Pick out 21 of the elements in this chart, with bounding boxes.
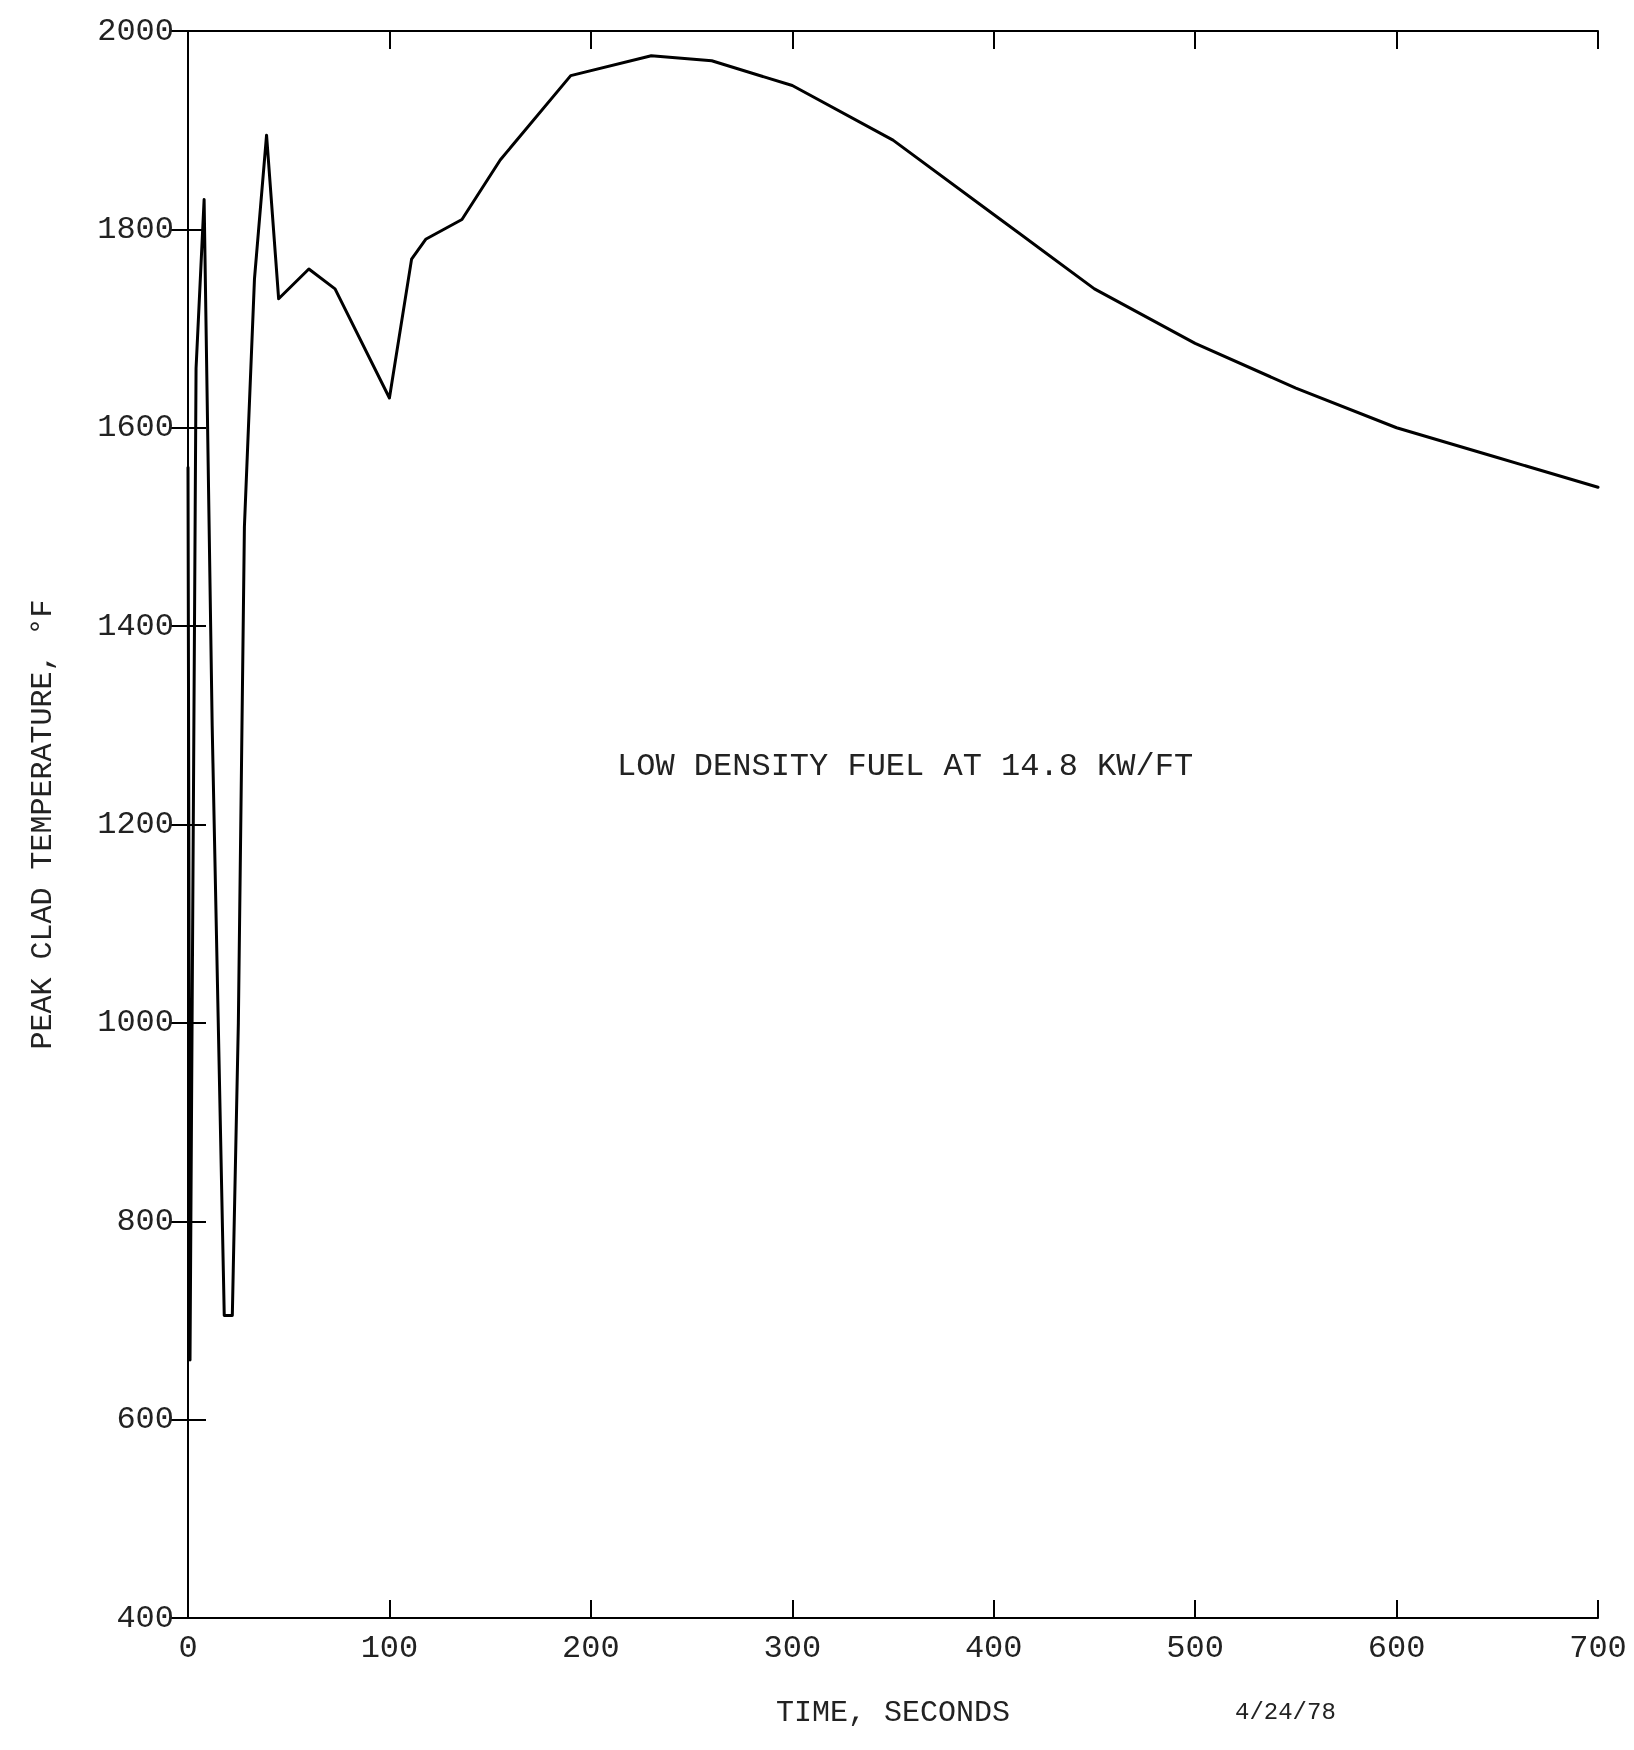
x-axis-title: TIME, SECONDS [775,1696,1011,1730]
annotation: LOW DENSITY FUEL AT 14.8 KW/FT [617,747,1194,785]
x-tick-label: 200 [562,1629,620,1667]
y-tick-label: 800 [116,1202,174,1240]
y-tick-label: 1400 [97,607,174,645]
x-tick-label: 400 [964,1629,1023,1667]
text: 4/24/78 [1235,1698,1336,1726]
x-tick-label: 500 [1166,1629,1224,1667]
y-tick-label: 600 [116,1401,174,1439]
y-tick-label: 1800 [97,210,174,248]
x-tick-label: 600 [1367,1629,1426,1667]
x-tick-label: 300 [763,1629,822,1667]
x-tick-label: 700 [1569,1629,1627,1667]
y-tick-label: 2000 [97,12,174,50]
y-tick-label: 1600 [97,409,174,447]
y-tick-label: 1000 [97,1004,174,1042]
x-tick-label: 100 [360,1629,419,1667]
y-tick-label: 1200 [97,806,174,843]
x-tick-label: 0 [178,1629,198,1667]
y-axis-title: PEAK CLAD TEMPERATURE, °F [26,599,60,1050]
y-tick-label: 400 [116,1599,174,1637]
